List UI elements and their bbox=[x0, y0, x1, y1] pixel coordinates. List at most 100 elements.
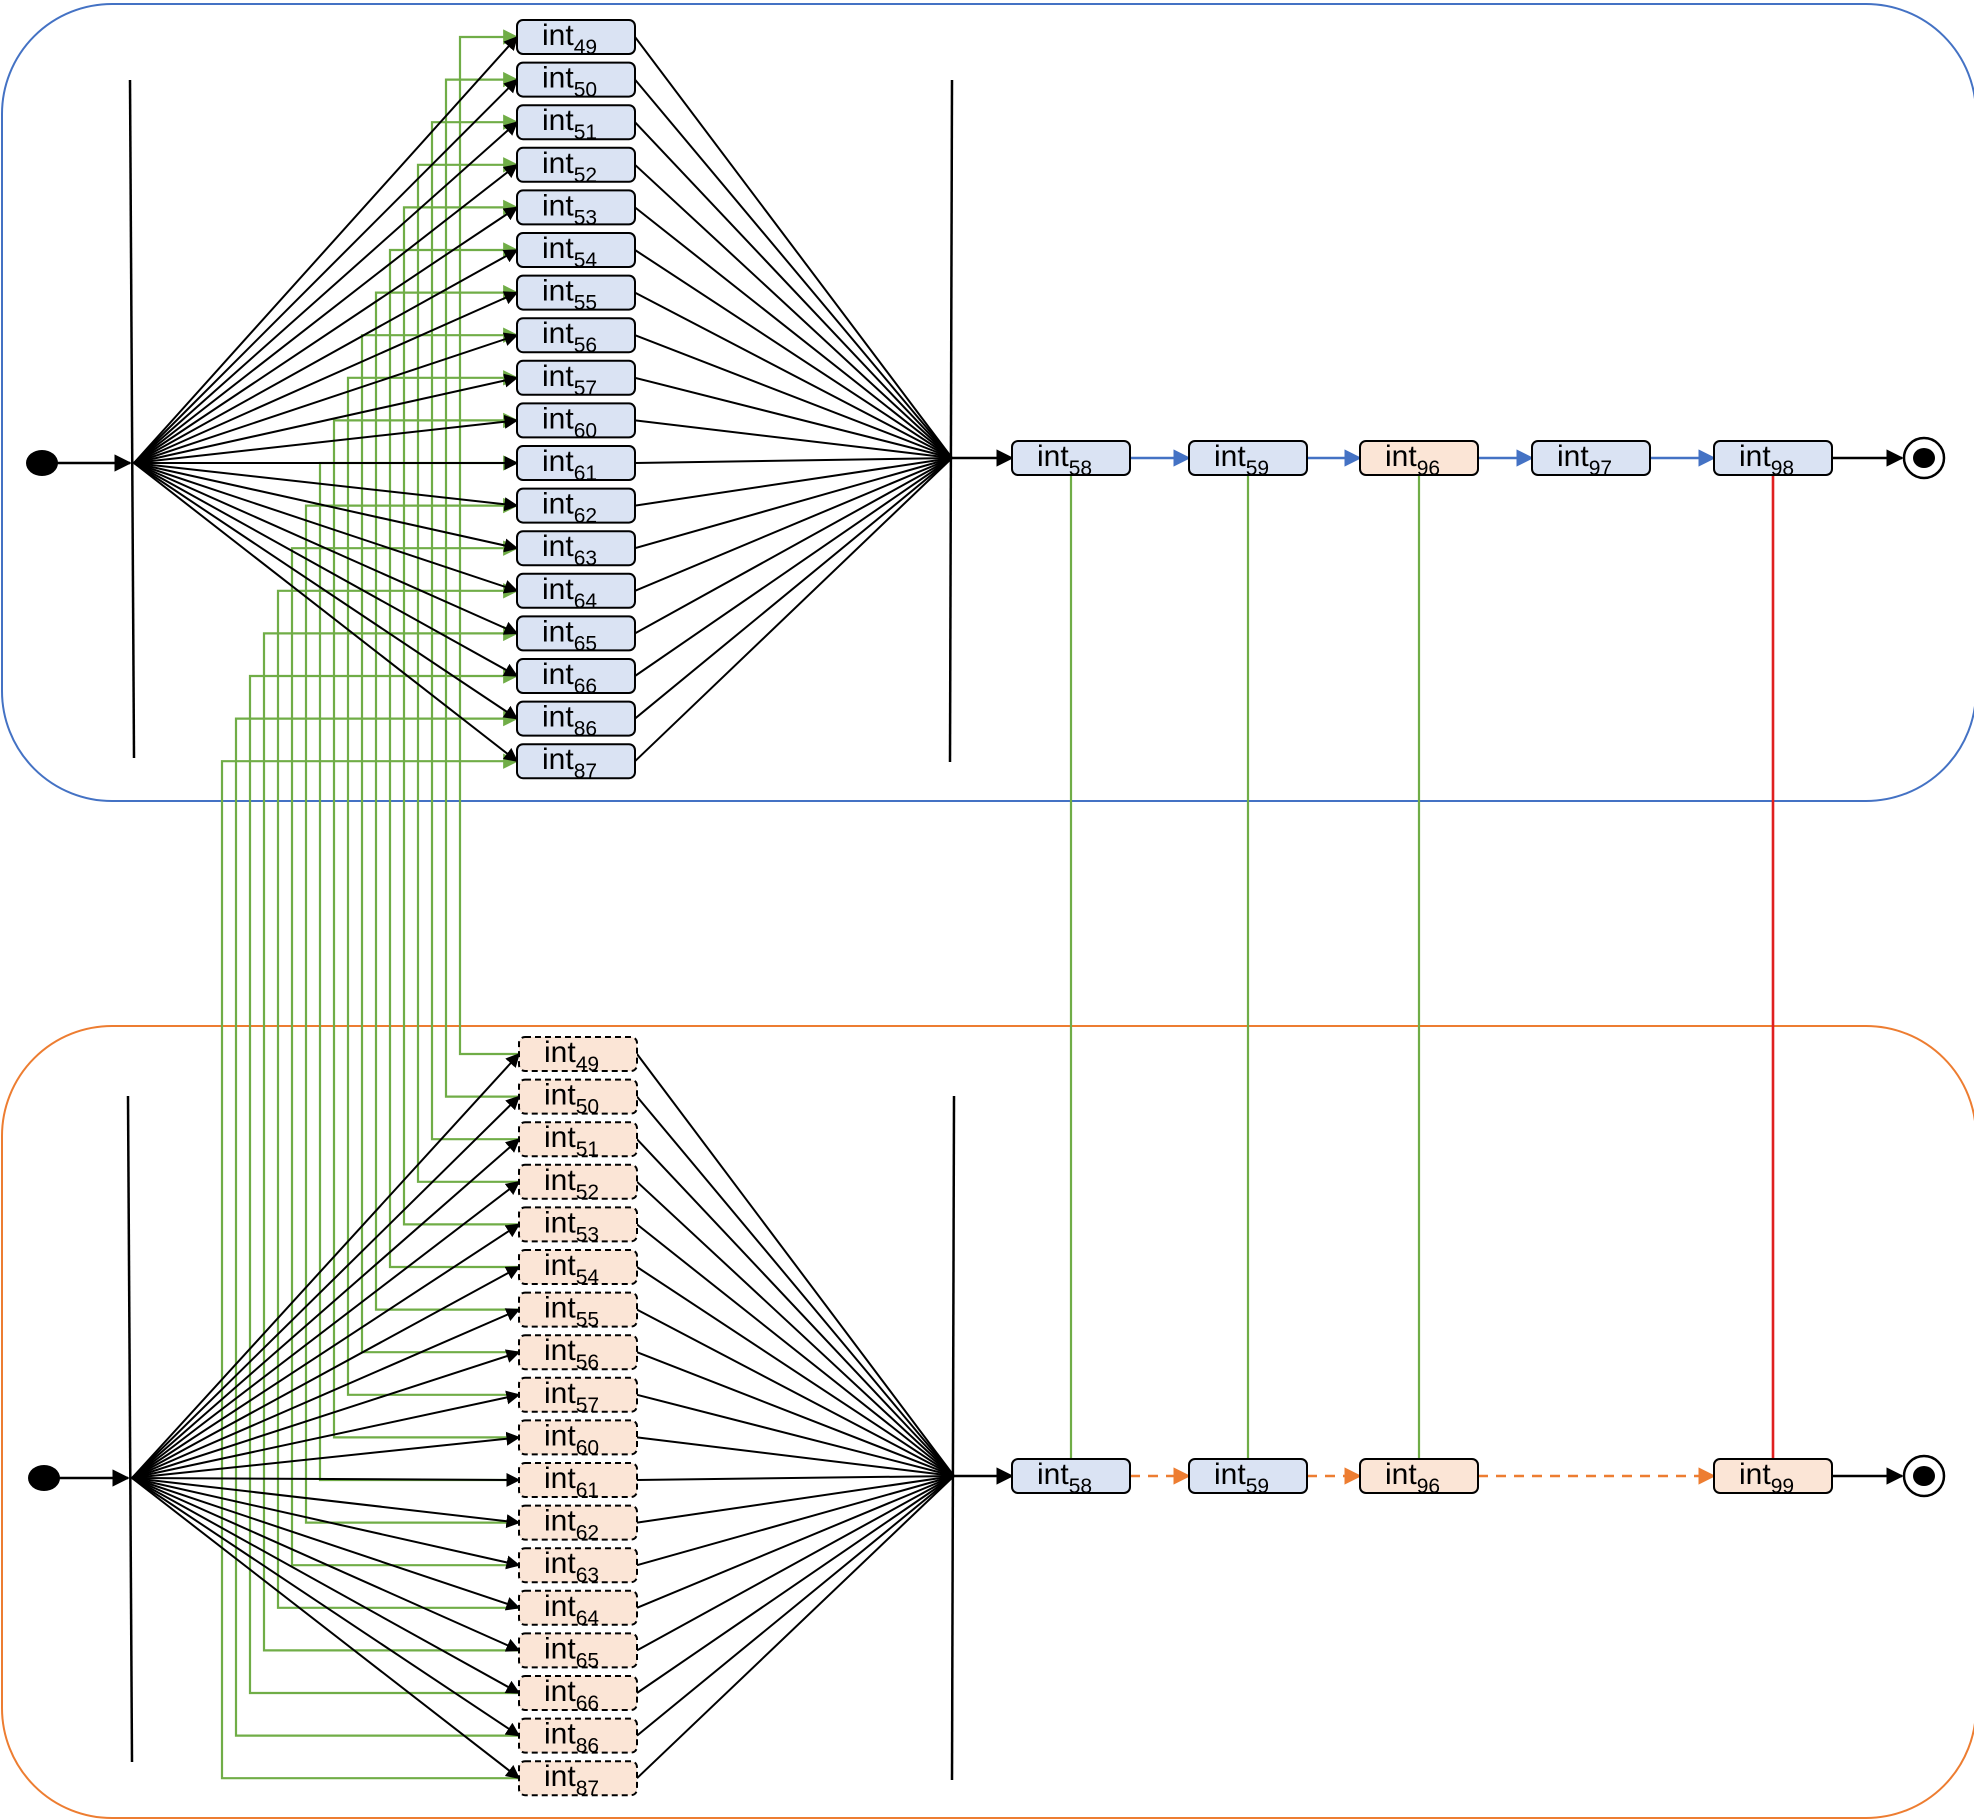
bottom-chain-node-58-label: int58 bbox=[1037, 1458, 1092, 1498]
bottom-chain-node-59-subscript: 59 bbox=[1246, 1475, 1269, 1498]
bottom-fork-node-65-box bbox=[518, 1632, 638, 1669]
bottom-fork-node-55: int55 bbox=[518, 1291, 638, 1332]
top-fork-node-65-box bbox=[516, 615, 636, 652]
top-chain-node-59: int59 bbox=[1188, 440, 1308, 480]
top-fork-node-57-label: int57 bbox=[542, 360, 597, 400]
bottom-fork-node-50-subscript: 50 bbox=[576, 1096, 599, 1119]
top-fork-node-65-prefix: int bbox=[542, 615, 574, 648]
bottom-fork-node-61-prefix: int bbox=[544, 1462, 576, 1495]
top-fork-node-87: int87 bbox=[516, 743, 636, 783]
top-join-edge bbox=[634, 457, 953, 592]
bottom-fork-node-87-box bbox=[518, 1760, 638, 1797]
top-fork-node-53: int53 bbox=[516, 189, 636, 229]
top-fork-node-52-prefix: int bbox=[542, 147, 574, 180]
bottom-chain-node-58-box bbox=[1011, 1458, 1131, 1494]
top-fork-node-49: int49 bbox=[516, 19, 636, 59]
bottom-fork-node-50-box bbox=[518, 1078, 638, 1115]
top-fork-node-64-box bbox=[516, 572, 636, 609]
top-fork-node-51-prefix: int bbox=[542, 104, 574, 137]
top-fork-node-49-subscript: 49 bbox=[574, 36, 597, 59]
bottom-fork-node-61: int61 bbox=[518, 1462, 638, 1502]
bottom-join-edge bbox=[636, 1475, 955, 1524]
cross-lane-link-66 bbox=[248, 668, 519, 1695]
bottom-fork-node-64-box bbox=[518, 1589, 638, 1626]
bottom-fork-edge bbox=[131, 1477, 521, 1694]
top-fork-node-66-box bbox=[516, 658, 636, 694]
cross-lane-link-62 bbox=[304, 497, 519, 1524]
top-chain-node-98-subscript: 98 bbox=[1771, 457, 1794, 480]
bottom-chain-node-96-prefix: int bbox=[1385, 1458, 1417, 1491]
bottom-fork-node-55-label: int55 bbox=[544, 1292, 599, 1332]
bottom-join-edge bbox=[636, 1475, 955, 1737]
top-chain-node-96-box bbox=[1359, 440, 1479, 476]
bottom-fork-node-50-prefix: int bbox=[544, 1079, 576, 1112]
top-fork-edge bbox=[133, 121, 519, 464]
top-fork-node-53-subscript: 53 bbox=[574, 206, 597, 229]
top-chain-node-96-prefix: int bbox=[1385, 440, 1417, 473]
bottom-fork-edge bbox=[131, 1477, 521, 1611]
top-join-edge bbox=[634, 457, 953, 464]
bottom-fork-node-49-prefix: int bbox=[544, 1036, 576, 1069]
bottom-chain-node-59-label: int59 bbox=[1214, 1458, 1269, 1498]
bottom-fork-node-53-label: int53 bbox=[544, 1206, 599, 1246]
bottom-join-bar bbox=[950, 1095, 956, 1781]
top-fork-node-63-subscript: 63 bbox=[574, 547, 597, 570]
top-join-edge bbox=[634, 457, 953, 635]
bottom-fork-node-61-subscript: 61 bbox=[576, 1479, 599, 1502]
top-join-edge bbox=[634, 164, 953, 459]
top-fork-edge bbox=[133, 373, 519, 464]
bottom-fork-edge bbox=[131, 1472, 521, 1487]
top-fork-node-53-prefix: int bbox=[542, 189, 574, 222]
top-chain-node-59-prefix: int bbox=[1214, 440, 1246, 473]
bottom-fork-node-60-prefix: int bbox=[544, 1419, 576, 1452]
bottom-join-edge bbox=[636, 1138, 955, 1477]
bottom-fork-node-56-box bbox=[518, 1334, 638, 1371]
bottom-fork-node-56-subscript: 56 bbox=[576, 1351, 599, 1374]
bottom-join-edge bbox=[636, 1475, 955, 1609]
top-chain-node-96-label: int96 bbox=[1385, 440, 1440, 480]
bottom-fork-node-51: int51 bbox=[518, 1121, 638, 1161]
bottom-join-edge bbox=[636, 1475, 955, 1567]
top-fork-node-57-box bbox=[516, 359, 636, 396]
top-fork-node-50-prefix: int bbox=[542, 62, 574, 95]
top-fork-node-51: int51 bbox=[516, 104, 636, 144]
bottom-fork-node-86-box bbox=[518, 1717, 638, 1754]
top-fork-node-60-subscript: 60 bbox=[574, 419, 597, 442]
bottom-join-edge bbox=[636, 1475, 955, 1652]
bottom-fork-node-49-box bbox=[518, 1036, 638, 1072]
bottom-fork-node-62: int62 bbox=[518, 1504, 638, 1545]
bottom-fork-node-49-label: int49 bbox=[544, 1036, 599, 1076]
bottom-fork-node-57-box bbox=[518, 1376, 638, 1413]
top-fork-node-53-box bbox=[516, 189, 636, 226]
top-join-bar bbox=[948, 79, 954, 763]
green-connection-layer bbox=[220, 29, 1775, 1780]
cross-lane-link-50 bbox=[444, 71, 519, 1098]
bottom-fork-node-86: int86 bbox=[518, 1717, 638, 1758]
bottom-join-edge bbox=[636, 1475, 955, 1694]
top-fork-edge bbox=[133, 78, 518, 464]
top-fork-node-86-subscript: 86 bbox=[574, 718, 597, 741]
top-fork-node-62-label: int62 bbox=[542, 488, 597, 528]
bottom-fork-edge bbox=[131, 1266, 521, 1479]
top-chain-node-97-prefix: int bbox=[1557, 440, 1589, 473]
bottom-fork-edge bbox=[131, 1095, 520, 1479]
bottom-fork-node-63-box bbox=[518, 1547, 638, 1584]
top-chain-node-58-subscript: 58 bbox=[1069, 457, 1092, 480]
top-join-edge bbox=[634, 334, 953, 459]
bottom-fork-edge bbox=[131, 1308, 521, 1479]
top-fork-node-66-subscript: 66 bbox=[574, 675, 597, 698]
bottom-fork-node-54-label: int54 bbox=[544, 1249, 599, 1289]
top-chain-node-58-label: int58 bbox=[1037, 440, 1092, 480]
cross-lane-link-60 bbox=[332, 412, 519, 1439]
bottom-fork-node-52-prefix: int bbox=[544, 1164, 576, 1197]
top-fork-node-65-label: int65 bbox=[542, 615, 597, 655]
bottom-fork-node-53-box bbox=[518, 1206, 638, 1243]
bottom-start-node bbox=[28, 1465, 60, 1491]
bottom-fork-node-60-subscript: 60 bbox=[576, 1436, 599, 1459]
bottom-fork-node-66: int66 bbox=[518, 1675, 638, 1715]
top-join-edge bbox=[634, 291, 953, 459]
bottom-fork-node-66-label: int66 bbox=[544, 1675, 599, 1715]
bottom-fork-node-61-label: int61 bbox=[544, 1462, 599, 1502]
bottom-fork-node-50: int50 bbox=[518, 1078, 638, 1119]
top-fork-node-87-prefix: int bbox=[542, 743, 574, 776]
